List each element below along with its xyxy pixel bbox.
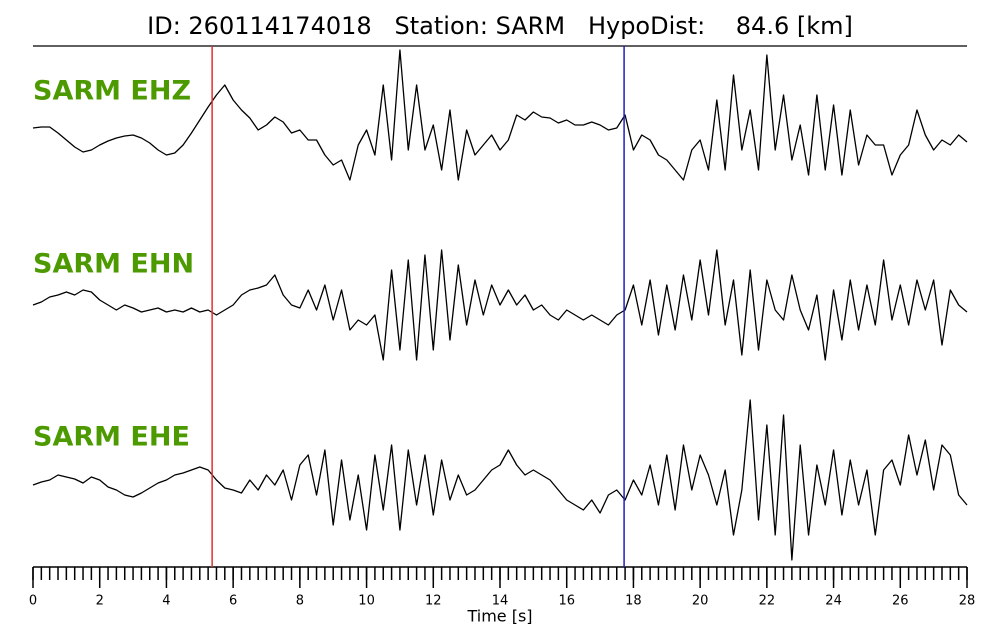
x-tick-label: 20 <box>692 594 709 609</box>
x-tick-label: 6 <box>229 594 237 609</box>
x-tick-label: 10 <box>358 594 375 609</box>
x-tick-label: 0 <box>29 594 37 609</box>
waveform <box>32 249 968 361</box>
x-tick-label: 16 <box>558 594 575 609</box>
x-tick-label: 14 <box>492 594 509 609</box>
x-tick-label: 12 <box>425 594 442 609</box>
x-tick-label: 26 <box>892 594 909 609</box>
x-axis-label: Time [s] <box>466 607 532 626</box>
waveform <box>32 399 968 561</box>
x-tick-label: 28 <box>959 594 976 609</box>
x-tick-label: 2 <box>96 594 104 609</box>
x-tick-label: 8 <box>296 594 304 609</box>
x-tick-label: 18 <box>625 594 642 609</box>
trace-label: SARM EHN <box>33 249 194 280</box>
waveform <box>32 49 968 181</box>
chart-title: ID: 260114174018 Station: SARM HypoDist:… <box>147 12 853 40</box>
x-tick-label: 4 <box>162 594 170 609</box>
trace-label: SARM EHZ <box>33 76 191 107</box>
x-tick-label: 22 <box>759 594 776 609</box>
trace-label: SARM EHE <box>33 422 190 453</box>
x-tick-label: 24 <box>825 594 842 609</box>
